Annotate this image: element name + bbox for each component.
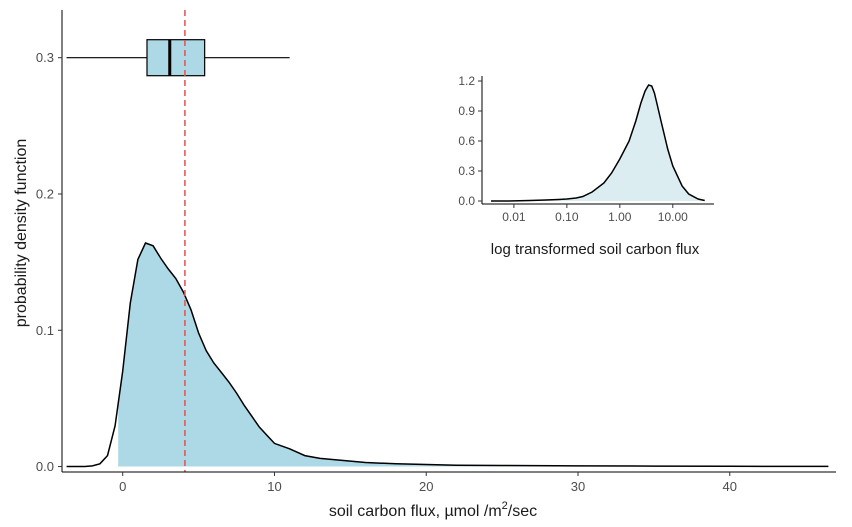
x-tick-label: 10 — [267, 479, 281, 494]
y-axis-title: probability density function — [13, 139, 30, 328]
inset-density-area — [491, 85, 705, 201]
inset-y-tick-label: 1.2 — [458, 74, 475, 88]
inset-y-tick-label: 0.6 — [458, 134, 475, 148]
x-tick-label: 40 — [723, 479, 737, 494]
inset-x-tick-label: 0.10 — [555, 210, 579, 224]
inset-density-curve — [491, 84, 705, 202]
inset-x-tick-label: 1.00 — [608, 210, 632, 224]
y-tick-label: 0.2 — [36, 186, 54, 201]
x-tick-label: 0 — [119, 479, 126, 494]
x-tick-label: 30 — [571, 479, 585, 494]
box-iqr — [146, 39, 206, 77]
inset-x-tick-label: 10.00 — [658, 210, 688, 224]
inset-plot: 0.01 0.10 1.00 10.00 0.0 0.3 0.6 0.9 1.2 log tr… — [458, 74, 714, 258]
y-tick-label: 0.1 — [36, 323, 54, 338]
inset-y-tick-label: 0.0 — [458, 194, 475, 208]
density-area — [118, 243, 829, 467]
inset-x-axis-ticks: 0.01 0.10 1.00 10.00 — [502, 204, 688, 224]
x-axis-title: soil carbon flux, µmol /m2/sec — [329, 500, 537, 520]
density-curve — [66, 242, 829, 468]
x-tick-label: 20 — [419, 479, 433, 494]
x-axis-ticks: 0 10 20 30 40 — [119, 472, 737, 494]
inset-x-tick-label: 0.01 — [502, 210, 526, 224]
y-axis-ticks: 0.0 0.1 0.2 0.3 — [36, 50, 62, 474]
inset-y-tick-label: 0.3 — [458, 164, 475, 178]
main-plot: 0 10 20 30 40 0.0 0.1 0.2 0.3 soil carbon flux,… — [13, 10, 836, 520]
y-tick-label: 0.0 — [36, 459, 54, 474]
inset-y-tick-label: 0.9 — [458, 104, 475, 118]
inset-x-axis-title: log transformed soil carbon flux — [491, 241, 700, 258]
inset-y-axis-ticks: 0.0 0.3 0.6 0.9 1.2 — [458, 74, 482, 208]
y-tick-label: 0.3 — [36, 50, 54, 65]
